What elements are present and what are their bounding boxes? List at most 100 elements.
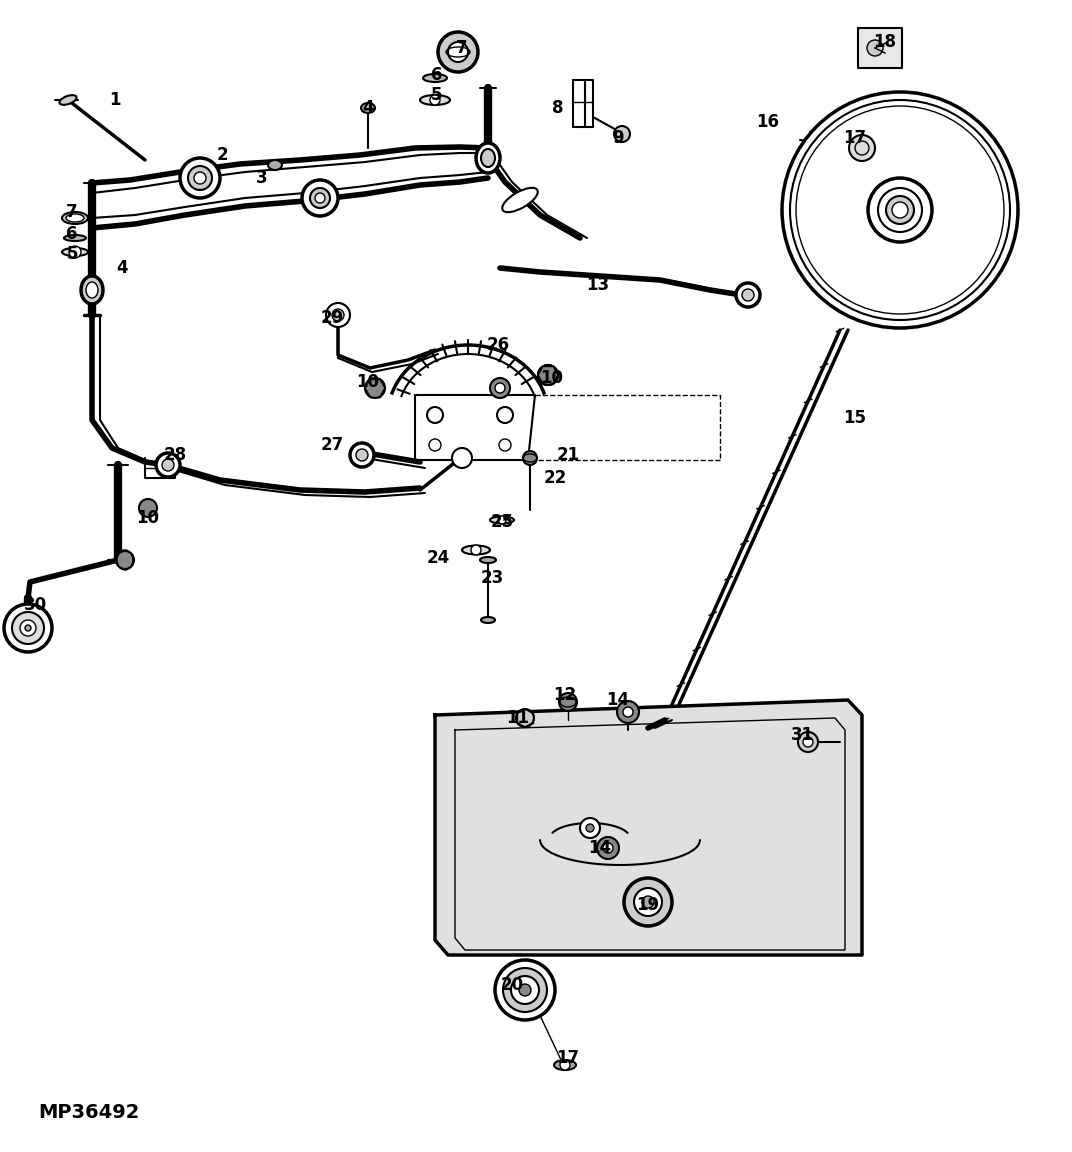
Text: 12: 12	[553, 685, 577, 704]
Ellipse shape	[361, 103, 375, 113]
Ellipse shape	[62, 248, 88, 256]
Ellipse shape	[423, 74, 447, 82]
Circle shape	[427, 407, 443, 423]
Circle shape	[495, 382, 505, 393]
Ellipse shape	[490, 516, 513, 523]
Text: 10: 10	[357, 373, 379, 391]
Circle shape	[429, 439, 441, 450]
Circle shape	[597, 838, 619, 859]
Polygon shape	[858, 28, 902, 68]
Text: 27: 27	[321, 435, 344, 454]
Text: 23: 23	[480, 569, 504, 588]
Circle shape	[516, 708, 534, 727]
Text: 17: 17	[556, 1049, 580, 1067]
Text: 7: 7	[457, 39, 467, 56]
Circle shape	[878, 188, 922, 232]
Text: MP36492: MP36492	[38, 1102, 139, 1122]
Text: 15: 15	[844, 409, 866, 427]
Ellipse shape	[420, 94, 450, 105]
Circle shape	[617, 702, 639, 723]
Ellipse shape	[554, 1060, 576, 1070]
Text: 24: 24	[427, 550, 449, 567]
Circle shape	[519, 984, 531, 996]
Circle shape	[892, 202, 908, 218]
Ellipse shape	[81, 276, 103, 304]
Circle shape	[497, 407, 513, 423]
Circle shape	[634, 888, 662, 916]
Circle shape	[315, 194, 325, 203]
Text: 6: 6	[66, 225, 78, 243]
Text: 7: 7	[66, 203, 78, 221]
Ellipse shape	[62, 212, 88, 223]
Ellipse shape	[476, 143, 500, 173]
Circle shape	[332, 309, 344, 321]
Text: 14: 14	[589, 839, 611, 857]
Circle shape	[624, 878, 672, 926]
Circle shape	[349, 444, 374, 467]
Text: 14: 14	[607, 691, 629, 708]
Text: 16: 16	[757, 113, 779, 131]
Circle shape	[885, 196, 914, 223]
Text: 31: 31	[790, 726, 814, 744]
Text: 21: 21	[556, 446, 580, 464]
Circle shape	[781, 92, 1018, 328]
Circle shape	[310, 188, 330, 209]
Circle shape	[490, 378, 510, 397]
Circle shape	[503, 968, 547, 1011]
Text: 20: 20	[501, 976, 523, 994]
Circle shape	[188, 166, 212, 190]
Circle shape	[116, 551, 134, 569]
Text: 4: 4	[116, 259, 128, 276]
Text: 22: 22	[544, 469, 567, 487]
Text: 25: 25	[490, 513, 513, 531]
Circle shape	[4, 604, 53, 652]
Ellipse shape	[480, 558, 496, 563]
Circle shape	[798, 732, 818, 752]
Circle shape	[194, 172, 206, 184]
Ellipse shape	[66, 214, 84, 222]
Polygon shape	[435, 700, 862, 955]
Ellipse shape	[268, 160, 282, 170]
Ellipse shape	[64, 235, 86, 241]
Text: 26: 26	[487, 336, 509, 354]
Circle shape	[12, 612, 44, 644]
Circle shape	[430, 94, 440, 105]
Ellipse shape	[481, 617, 495, 623]
Circle shape	[69, 247, 81, 258]
Text: 2: 2	[217, 146, 228, 164]
Circle shape	[523, 450, 537, 465]
Circle shape	[302, 180, 338, 217]
Circle shape	[157, 453, 180, 477]
Circle shape	[20, 620, 36, 636]
Circle shape	[356, 449, 368, 461]
Circle shape	[868, 179, 932, 242]
Circle shape	[326, 303, 349, 327]
Text: 29: 29	[321, 309, 344, 327]
Circle shape	[452, 448, 472, 468]
Circle shape	[180, 158, 220, 198]
Circle shape	[448, 41, 468, 62]
Text: 9: 9	[612, 129, 624, 147]
Circle shape	[560, 1060, 570, 1070]
Circle shape	[498, 516, 506, 524]
Circle shape	[614, 126, 630, 142]
Circle shape	[742, 289, 754, 301]
Circle shape	[642, 896, 654, 908]
Circle shape	[498, 439, 511, 450]
Circle shape	[139, 499, 157, 517]
Text: 18: 18	[874, 33, 896, 51]
Circle shape	[511, 976, 539, 1005]
Text: 11: 11	[506, 708, 530, 727]
Text: 28: 28	[163, 446, 187, 464]
Text: 17: 17	[844, 129, 866, 147]
Text: 10: 10	[136, 509, 160, 526]
Ellipse shape	[59, 96, 76, 105]
Text: 5: 5	[431, 86, 443, 104]
Circle shape	[559, 694, 577, 711]
Circle shape	[538, 365, 559, 385]
Circle shape	[736, 283, 760, 306]
Circle shape	[471, 545, 481, 555]
Text: 4: 4	[362, 99, 374, 118]
Circle shape	[586, 824, 594, 832]
Circle shape	[162, 458, 174, 471]
